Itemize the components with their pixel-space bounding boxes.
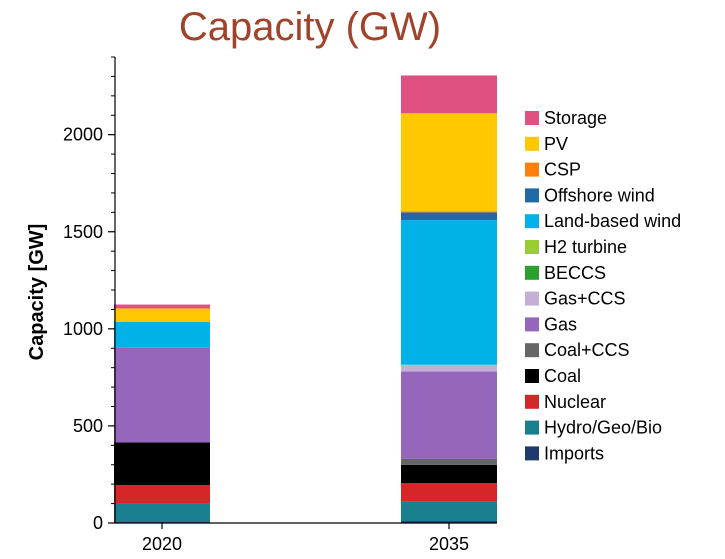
bar-segment-coal-2035 xyxy=(401,464,497,484)
x-axis: 2020 2035 xyxy=(115,522,497,554)
legend-label-gas-ccs: Gas+CCS xyxy=(544,289,626,309)
bar-segment-offshore-wind-2035 xyxy=(401,212,497,221)
legend-label-beccs: BECCS xyxy=(544,263,606,283)
legend-swatch-gas xyxy=(525,317,539,332)
legend-swatch-imports xyxy=(525,446,539,461)
y-axis-label: Capacity [GW] xyxy=(26,224,48,361)
bar-segment-gas-2035 xyxy=(401,371,497,459)
chart-title: Capacity (GW) xyxy=(179,5,441,49)
legend-label-storage: Storage xyxy=(544,108,607,128)
bar-segment-coal-ccs-2035 xyxy=(401,458,497,465)
bar-segment-imports-2035 xyxy=(401,521,497,523)
legend-swatch-coal-ccs xyxy=(525,343,539,358)
bar-segment-storage-2020 xyxy=(114,304,210,309)
bar-segment-nuclear-2020 xyxy=(114,485,210,504)
plot-area xyxy=(114,75,497,523)
legend-label-land-based-wind: Land-based wind xyxy=(544,211,681,231)
x-tick-label: 2020 xyxy=(142,534,182,554)
legend-label-offshore-wind: Offshore wind xyxy=(544,185,655,205)
legend-swatch-h2-turbine xyxy=(525,240,539,254)
legend-swatch-nuclear xyxy=(525,394,539,409)
y-tick-label: 0 xyxy=(93,513,103,533)
bar-segment-gas-2020 xyxy=(114,347,210,443)
bar-segment-nuclear-2035 xyxy=(401,483,497,502)
legend-swatch-coal xyxy=(525,369,539,383)
bar-segment-hydro-geo-bio-2035 xyxy=(401,501,497,522)
bar-segment-csp-2035 xyxy=(401,211,497,213)
y-tick-label: 1000 xyxy=(63,319,103,339)
legend-label-coal-ccs: Coal+CCS xyxy=(544,340,630,360)
legend-label-imports: Imports xyxy=(544,443,604,463)
legend-swatch-land-based-wind xyxy=(525,214,539,229)
legend-label-hydro-geo-bio: Hydro/Geo/Bio xyxy=(544,418,662,438)
legend-label-nuclear: Nuclear xyxy=(544,392,606,412)
x-tick-label: 2035 xyxy=(429,534,469,554)
legend-swatch-beccs xyxy=(525,265,539,280)
legend-swatch-pv xyxy=(525,136,539,151)
bar-segment-land-based-wind-2035 xyxy=(401,220,497,365)
legend-swatch-offshore-wind xyxy=(525,188,539,203)
bar-segment-pv-2020 xyxy=(114,308,210,322)
legend-label-pv: PV xyxy=(544,134,568,154)
bar-segment-storage-2035 xyxy=(401,75,497,114)
legend-label-coal: Coal xyxy=(544,366,581,386)
y-tick-label: 2000 xyxy=(63,125,103,145)
bar-segment-land-based-wind-2020 xyxy=(114,322,210,348)
legend-swatch-storage xyxy=(525,111,539,125)
bar-segment-gas-ccs-2035 xyxy=(401,364,497,372)
y-tick-label: 1500 xyxy=(63,222,103,242)
y-tick-label: 500 xyxy=(73,416,103,436)
legend-label-gas: Gas xyxy=(544,314,577,334)
legend-swatch-gas-ccs xyxy=(525,291,539,306)
legend-label-h2-turbine: H2 turbine xyxy=(544,237,627,257)
bar-segment-coal-2020 xyxy=(114,442,210,486)
legend-label-csp: CSP xyxy=(544,160,581,180)
y-axis: 0 500 1000 1500 2000 xyxy=(63,56,116,533)
legend-swatch-hydro-geo-bio xyxy=(525,420,539,435)
legend-swatch-csp xyxy=(525,162,539,177)
bar-segment-pv-2035 xyxy=(401,113,497,212)
bar-segment-hydro-geo-bio-2020 xyxy=(114,503,210,523)
legend: Storage PV CSP Offshore wind Land-based wind… xyxy=(525,108,681,463)
